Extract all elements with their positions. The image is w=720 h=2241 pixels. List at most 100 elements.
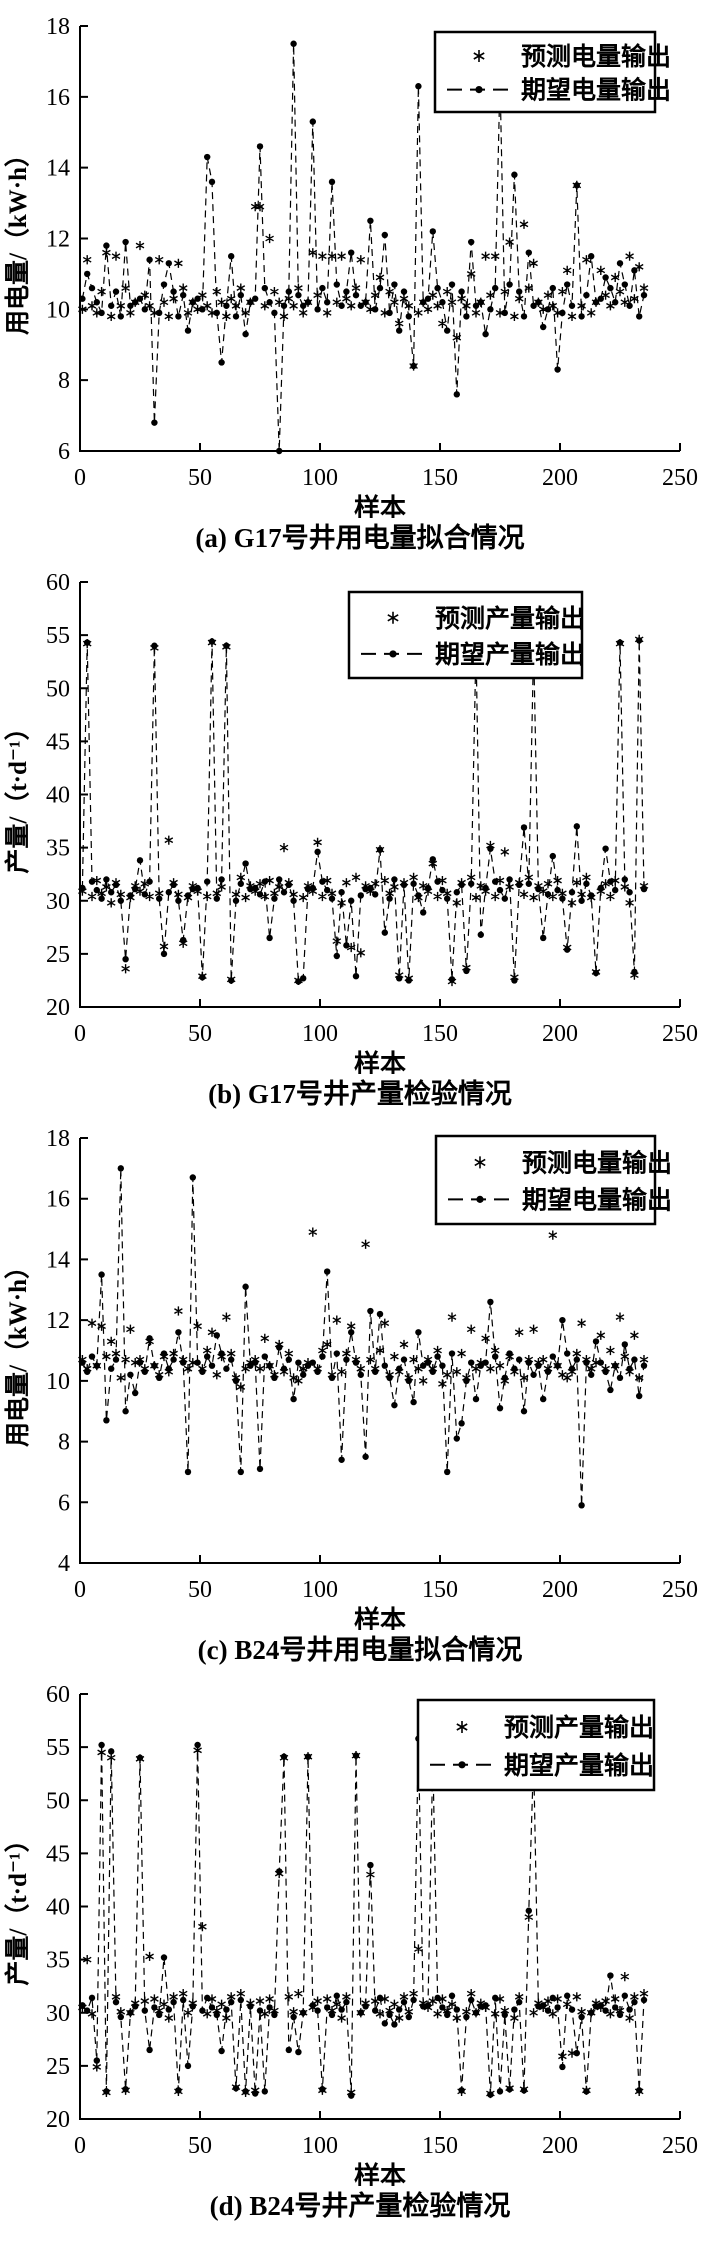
chart-d-canvas: 20 25 30 35 40 45 50 55 60 0 50 100 150 200 250 产量/（t·d… — [3, 1682, 698, 2186]
expected-point — [578, 2013, 585, 2021]
expected-point — [122, 238, 129, 246]
legend-dot-marker — [458, 1761, 466, 1769]
expected-point — [271, 309, 278, 317]
expected-point — [290, 2013, 297, 2021]
expected-point — [218, 2047, 225, 2055]
series-predicted — [78, 180, 649, 371]
expected-point — [237, 880, 244, 887]
x-tick-label: 250 — [662, 465, 698, 491]
expected-point — [204, 1994, 211, 2002]
expected-point — [170, 1998, 177, 2006]
y-tick-label: 18 — [46, 14, 70, 40]
expected-point — [146, 256, 153, 263]
expected-point — [583, 880, 590, 887]
expected-point — [636, 1392, 643, 1400]
x-tick-label: 50 — [188, 1577, 212, 1603]
expected-point — [160, 1954, 168, 1961]
expected-point — [184, 2062, 192, 2070]
expected-point — [530, 1371, 537, 1378]
expected-point — [410, 1996, 417, 2004]
expected-point — [631, 1356, 638, 1363]
expected-point — [117, 313, 125, 320]
expected-point — [607, 1972, 614, 1979]
y-tick-label: 12 — [46, 227, 70, 253]
expected-point — [405, 2013, 412, 2021]
legend-label-predicted: 预测产量输出 — [504, 1713, 654, 1742]
expected-point — [223, 1365, 230, 1372]
expected-point — [357, 892, 364, 899]
expected-point — [472, 1395, 480, 1403]
expected-point — [525, 249, 532, 256]
expected-point — [592, 1338, 600, 1345]
expected-point — [108, 302, 115, 309]
expected-point — [319, 1353, 326, 1360]
x-tick-label: 200 — [542, 1577, 578, 1603]
expected-point — [112, 288, 120, 295]
legend-star-marker — [456, 1721, 468, 1733]
expected-point — [621, 1341, 628, 1348]
expected-point — [640, 1362, 648, 1369]
expected-point — [333, 1350, 340, 1357]
legend-star-marker — [473, 50, 485, 62]
expected-point — [300, 975, 307, 982]
expected-point — [256, 1465, 264, 1473]
expected-point — [343, 942, 350, 949]
expected-point — [463, 313, 470, 320]
expected-point — [98, 895, 105, 902]
expected-point — [386, 895, 393, 902]
expected-point — [103, 876, 110, 883]
expected-point — [338, 889, 345, 896]
expected-point — [578, 313, 585, 320]
expected-point — [261, 1353, 268, 1360]
x-tick-label: 250 — [662, 1577, 698, 1603]
expected-point — [184, 327, 192, 334]
expected-point — [112, 1998, 120, 2006]
expected-point — [175, 1329, 182, 1336]
expected-point — [88, 1994, 96, 2002]
expected-point — [439, 1362, 446, 1369]
legend-label-expected: 期望电量输出 — [522, 1185, 672, 1214]
expected-point — [501, 895, 508, 902]
expected-point — [324, 1268, 331, 1275]
y-tick-label: 35 — [46, 836, 70, 862]
expected-point — [381, 231, 388, 239]
expected-point — [554, 366, 561, 373]
expected-point — [448, 1350, 456, 1357]
expected-point — [93, 2057, 101, 2064]
expected-point — [98, 1271, 105, 1278]
expected-point — [242, 860, 249, 867]
expected-point — [607, 284, 614, 292]
x-tick-label: 250 — [662, 2133, 698, 2159]
expected-point — [573, 1356, 580, 1363]
tick-labels: 4 6 8 10 12 14 16 18 0 50 100 150 200 250 — [46, 1126, 698, 1603]
expected-point — [228, 253, 235, 260]
expected-point — [621, 876, 628, 883]
chart-block-b: 20 25 30 35 40 45 50 55 60 0 50 100 150 200 250 产量/（t·d… — [0, 562, 720, 1118]
x-tick-label: 100 — [302, 2133, 338, 2159]
expected-point — [295, 291, 302, 299]
legend-label-predicted: 预测电量输出 — [522, 1148, 672, 1177]
expected-point — [261, 284, 268, 292]
expected-point — [156, 895, 163, 902]
expected-point — [405, 313, 412, 320]
expected-point — [516, 1998, 523, 2006]
expected-point — [261, 878, 268, 885]
x-tick-label: 100 — [302, 465, 338, 491]
expected-point — [410, 880, 417, 887]
y-axis-label: 产量/（t·d⁻¹） — [3, 715, 32, 873]
expected-point — [540, 1395, 547, 1403]
x-tick-label: 200 — [542, 465, 578, 491]
expected-point — [429, 228, 436, 235]
expected-point — [568, 2006, 576, 2013]
tick-labels: 20 25 30 35 40 45 50 55 60 0 50 100 150 200 250 — [46, 570, 698, 1047]
expected-point — [338, 2006, 345, 2013]
expected-point — [367, 217, 374, 224]
chart-c-canvas: 4 6 8 10 12 14 16 18 0 50 100 150 200 250 用电量/（kW·h） 样本… — [3, 1126, 698, 1630]
expected-point — [410, 1398, 417, 1406]
expected-point — [463, 2013, 470, 2021]
expected-point — [573, 823, 580, 830]
expected-point — [492, 1353, 499, 1360]
expected-point — [256, 143, 264, 150]
